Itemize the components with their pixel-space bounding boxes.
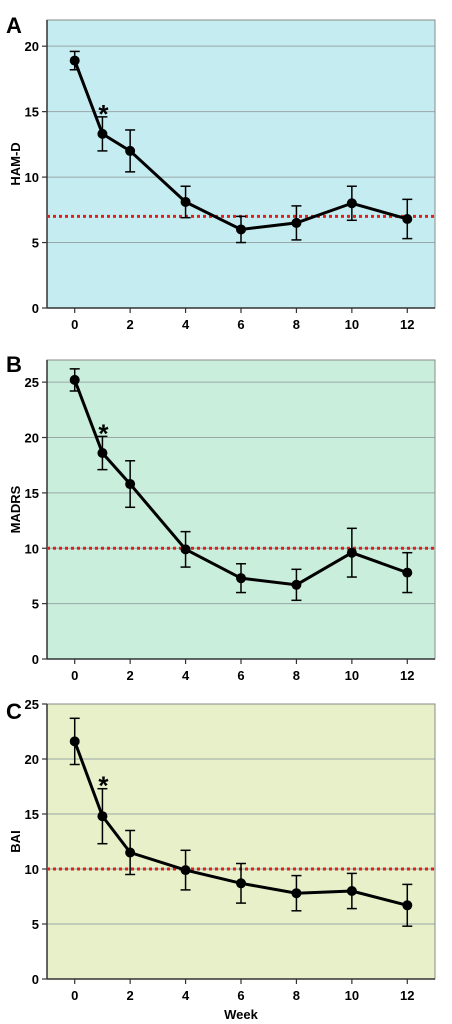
y-tick-label: 25 [25, 375, 39, 390]
x-tick-label: 2 [127, 317, 134, 332]
data-point [346, 198, 357, 209]
x-tick-label: 8 [293, 988, 300, 1003]
plot-background [47, 704, 435, 979]
panel-letter: C [6, 699, 22, 724]
data-point [402, 900, 413, 911]
panel-a: 0 5 10 15 20 0 2 4 6 8 10 12 A HAM-D * [6, 13, 436, 332]
x-tick-label: 4 [182, 317, 190, 332]
data-point [69, 736, 80, 747]
data-point [125, 145, 136, 156]
x-axis-label: Week [224, 1007, 258, 1022]
series-line [73, 379, 408, 587]
x-tick-label: 6 [237, 668, 244, 683]
y-tick-label: 5 [32, 597, 39, 612]
y-tick-label: 15 [25, 807, 39, 822]
x-tick-label: 6 [237, 317, 244, 332]
series-line [73, 740, 408, 907]
data-point [69, 55, 80, 66]
y-axis-label: BAI [8, 830, 23, 852]
data-point [125, 847, 136, 858]
panel-letter: B [6, 352, 22, 377]
y-tick-label: 20 [25, 752, 39, 767]
panel-b: 0 5 10 15 20 25 0 2 4 6 8 10 12 B MADRS * [6, 352, 436, 683]
y-tick-label: 10 [25, 862, 39, 877]
panel-c: 0 5 10 15 20 25 0 2 4 6 8 10 12 C BAI Week * [6, 697, 436, 1022]
data-point [402, 567, 413, 578]
x-tick-label: 8 [293, 317, 300, 332]
y-tick-label: 25 [25, 697, 39, 712]
significance-asterisk: * [98, 99, 109, 129]
y-tick-label: 0 [32, 652, 39, 667]
x-tick-label: 10 [345, 317, 359, 332]
y-axis-label: HAM-D [8, 142, 23, 185]
x-tick-label: 2 [127, 988, 134, 1003]
data-point [97, 128, 108, 139]
y-tick-label: 10 [25, 170, 39, 185]
significance-asterisk: * [98, 771, 109, 801]
y-tick-label: 0 [32, 301, 39, 316]
plot-background [47, 360, 435, 659]
x-tick-label: 4 [182, 668, 190, 683]
x-tick-label: 12 [400, 988, 414, 1003]
data-point [291, 888, 302, 899]
data-point [291, 217, 302, 228]
x-tick-label: 4 [182, 988, 190, 1003]
data-point [236, 878, 246, 889]
data-point [346, 886, 357, 896]
data-point [402, 213, 413, 224]
data-point [180, 544, 191, 555]
x-tick-label: 0 [71, 988, 78, 1003]
data-point [291, 579, 302, 590]
x-tick-label: 6 [237, 988, 244, 1003]
x-tick-label: 10 [345, 668, 359, 683]
panel-letter: A [6, 13, 22, 38]
y-tick-label: 15 [25, 105, 39, 120]
y-tick-label: 5 [32, 236, 39, 251]
data-point [180, 196, 191, 207]
series-line [73, 60, 408, 231]
significance-asterisk: * [98, 418, 109, 448]
plot-background [47, 20, 435, 308]
x-tick-label: 8 [293, 668, 300, 683]
x-tick-label: 12 [400, 317, 414, 332]
y-tick-label: 0 [32, 972, 39, 987]
data-point [69, 374, 80, 385]
data-point [236, 573, 246, 584]
y-tick-label: 20 [25, 39, 39, 54]
y-axis-label: MADRS [8, 485, 23, 533]
x-tick-label: 2 [127, 668, 134, 683]
y-tick-label: 10 [25, 541, 39, 556]
x-tick-label: 12 [400, 668, 414, 683]
data-point [346, 547, 357, 558]
x-tick-label: 10 [345, 988, 359, 1003]
data-point [125, 479, 136, 490]
data-point [97, 811, 108, 822]
y-tick-label: 20 [25, 431, 39, 446]
x-tick-label: 0 [71, 317, 78, 332]
y-tick-label: 5 [32, 917, 39, 932]
x-tick-label: 0 [71, 668, 78, 683]
y-tick-label: 15 [25, 486, 39, 501]
data-point [236, 224, 246, 235]
data-point [180, 865, 191, 876]
data-point [97, 448, 108, 459]
